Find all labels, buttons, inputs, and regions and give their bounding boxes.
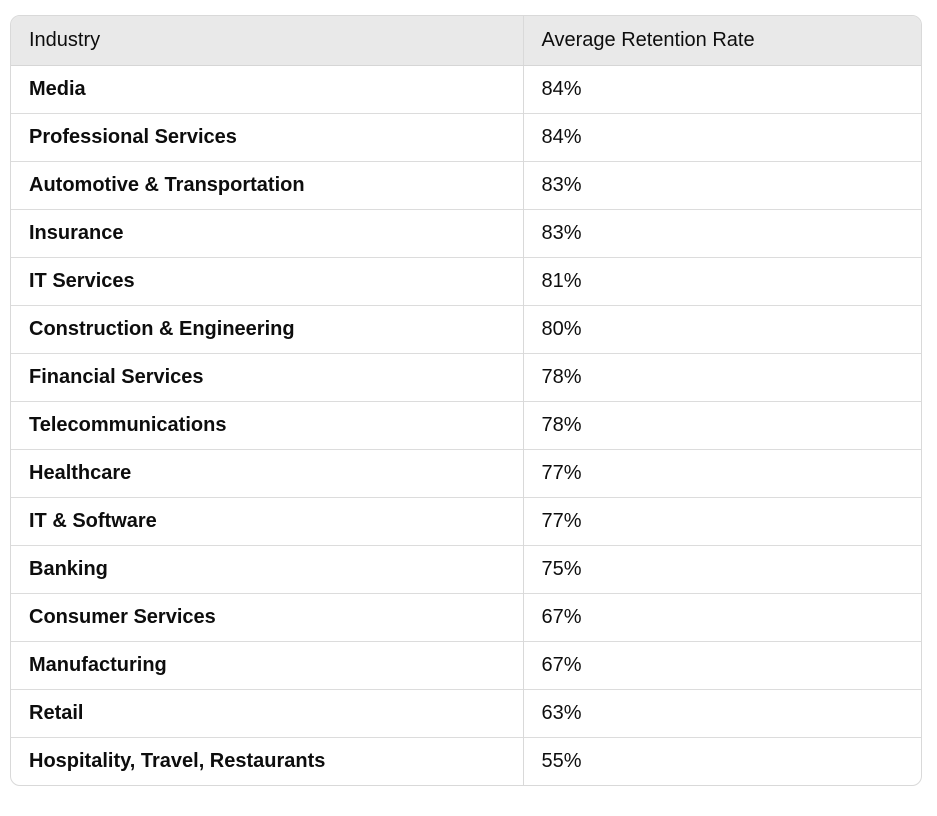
table-row: Construction & Engineering 80%	[11, 304, 921, 353]
table-row: Telecommunications 78%	[11, 400, 921, 449]
column-header-retention-rate: Average Retention Rate	[522, 16, 921, 66]
table-row: Automotive & Transportation 83%	[11, 160, 921, 209]
table-row: Hospitality, Travel, Restaurants 55%	[11, 736, 921, 785]
column-header-industry: Industry	[11, 16, 523, 66]
retention-rate-cell: 78%	[522, 400, 921, 449]
retention-rate-cell: 77%	[522, 496, 921, 545]
retention-rate-cell: 77%	[522, 448, 921, 497]
industry-cell: IT & Software	[11, 496, 523, 545]
industry-cell: Construction & Engineering	[11, 304, 523, 353]
table-header: Industry Average Retention Rate	[11, 16, 921, 66]
retention-rate-cell: 84%	[522, 112, 921, 161]
retention-rate-cell: 67%	[522, 592, 921, 641]
table-row: Professional Services 84%	[11, 112, 921, 161]
table-row: Insurance 83%	[11, 208, 921, 257]
table-row: Healthcare 77%	[11, 448, 921, 497]
retention-rate-cell: 83%	[522, 160, 921, 209]
table-row: IT Services 81%	[11, 256, 921, 305]
table-row: Financial Services 78%	[11, 352, 921, 401]
industry-cell: Professional Services	[11, 112, 523, 161]
industry-cell: Healthcare	[11, 448, 523, 497]
retention-rate-cell: 83%	[522, 208, 921, 257]
industry-cell: Telecommunications	[11, 400, 523, 449]
industry-cell: Banking	[11, 544, 523, 593]
table-body: Media 84% Professional Services 84% Auto…	[11, 65, 921, 785]
retention-rate-cell: 84%	[522, 65, 921, 113]
header-row: Industry Average Retention Rate	[11, 16, 921, 66]
table-row: Consumer Services 67%	[11, 592, 921, 641]
table-row: Manufacturing 67%	[11, 640, 921, 689]
retention-rate-cell: 67%	[522, 640, 921, 689]
industry-cell: Financial Services	[11, 352, 523, 401]
retention-rate-cell: 78%	[522, 352, 921, 401]
industry-cell: IT Services	[11, 256, 523, 305]
industry-cell: Manufacturing	[11, 640, 523, 689]
retention-table: Industry Average Retention Rate Media 84…	[11, 16, 921, 785]
table-row: Media 84%	[11, 65, 921, 113]
retention-table-container: Industry Average Retention Rate Media 84…	[10, 15, 922, 786]
retention-rate-cell: 55%	[522, 736, 921, 785]
table-row: Banking 75%	[11, 544, 921, 593]
table-row: IT & Software 77%	[11, 496, 921, 545]
industry-cell: Automotive & Transportation	[11, 160, 523, 209]
retention-rate-cell: 63%	[522, 688, 921, 737]
table-row: Retail 63%	[11, 688, 921, 737]
industry-cell: Insurance	[11, 208, 523, 257]
retention-rate-cell: 81%	[522, 256, 921, 305]
industry-cell: Retail	[11, 688, 523, 737]
retention-rate-cell: 80%	[522, 304, 921, 353]
industry-cell: Media	[29, 78, 86, 100]
retention-rate-cell: 75%	[522, 544, 921, 593]
industry-cell: Consumer Services	[11, 592, 523, 641]
industry-cell: Hospitality, Travel, Restaurants	[11, 736, 523, 785]
